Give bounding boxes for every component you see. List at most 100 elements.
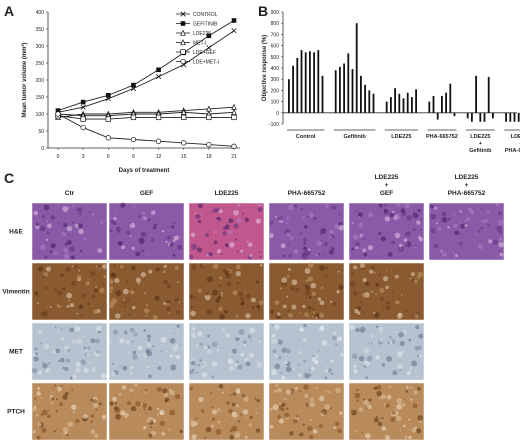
tissue-texture bbox=[156, 386, 162, 392]
tissue-texture bbox=[83, 237, 87, 241]
tissue-texture bbox=[112, 329, 119, 335]
tissue-texture bbox=[233, 362, 239, 368]
tissue-texture bbox=[363, 361, 370, 367]
tissue-texture bbox=[291, 279, 298, 286]
tissue-texture bbox=[269, 220, 275, 226]
tissue-texture bbox=[498, 219, 504, 226]
tissue-texture bbox=[473, 239, 475, 241]
tissue-texture bbox=[190, 232, 196, 238]
tissue-texture bbox=[142, 402, 148, 408]
group-label: Control bbox=[296, 134, 316, 140]
tissue-texture bbox=[286, 295, 289, 298]
tissue-texture bbox=[71, 265, 74, 268]
tissue-texture bbox=[312, 429, 318, 434]
tissue-texture bbox=[245, 416, 247, 419]
tissue-texture bbox=[204, 294, 211, 301]
tissue-texture bbox=[392, 370, 398, 376]
tissue-texture bbox=[394, 274, 399, 279]
tissue-texture bbox=[314, 354, 319, 359]
tissue-texture bbox=[135, 277, 141, 283]
tissue-texture bbox=[288, 254, 292, 258]
tissue-texture bbox=[245, 361, 251, 367]
data-point bbox=[105, 116, 111, 122]
tissue-texture bbox=[258, 340, 261, 343]
bar bbox=[406, 92, 409, 113]
tissue-texture bbox=[176, 310, 181, 315]
tissue-texture bbox=[176, 324, 180, 328]
tissue-texture bbox=[410, 386, 413, 389]
tissue-texture bbox=[329, 236, 331, 238]
tissue-texture bbox=[441, 216, 448, 223]
tissue-texture bbox=[102, 281, 104, 284]
tissue-texture bbox=[110, 340, 113, 343]
tissue-texture bbox=[75, 361, 82, 368]
tissue-texture bbox=[128, 313, 131, 316]
tissue-texture bbox=[235, 336, 240, 342]
tissue-texture bbox=[193, 325, 195, 327]
tissue-texture bbox=[109, 229, 113, 233]
tissue-texture bbox=[401, 350, 405, 354]
column-header: PHA-665752 bbox=[448, 190, 486, 197]
tissue-texture bbox=[99, 287, 105, 293]
bar bbox=[449, 83, 452, 113]
tissue-texture bbox=[492, 239, 498, 245]
tissue-texture bbox=[215, 217, 218, 220]
tissue-texture bbox=[328, 249, 334, 255]
tissue-texture bbox=[172, 253, 176, 257]
tissue-texture bbox=[388, 385, 392, 389]
tissue-texture bbox=[256, 304, 261, 309]
bar bbox=[300, 50, 303, 113]
tissue-texture bbox=[404, 436, 408, 439]
tissue-texture bbox=[402, 329, 407, 335]
group-label: LDE225 bbox=[470, 134, 490, 140]
tissue-texture bbox=[43, 343, 50, 350]
tissue-texture bbox=[174, 355, 177, 358]
data-point bbox=[130, 114, 137, 121]
tissue-texture bbox=[247, 334, 252, 339]
tissue-texture bbox=[207, 432, 209, 434]
tissue-texture bbox=[329, 407, 332, 410]
tissue-texture bbox=[218, 209, 223, 214]
tissue-texture bbox=[169, 389, 175, 396]
tissue-texture bbox=[122, 365, 128, 371]
tissue-texture bbox=[235, 238, 238, 241]
tissue-texture bbox=[496, 225, 503, 232]
tissue-texture bbox=[146, 417, 152, 423]
tissue-texture bbox=[303, 384, 309, 390]
tissue-texture bbox=[205, 232, 210, 238]
y-tick-label: 700 bbox=[271, 32, 280, 38]
tissue-texture bbox=[325, 204, 329, 209]
tissue-texture bbox=[54, 288, 58, 292]
tissue-texture bbox=[275, 215, 278, 218]
tissue-texture bbox=[305, 285, 310, 290]
tissue-texture bbox=[408, 418, 411, 421]
tissue-texture bbox=[242, 212, 244, 215]
tissue-texture bbox=[487, 223, 490, 226]
tissue-texture bbox=[278, 338, 281, 341]
tissue-texture bbox=[406, 370, 412, 376]
tissue-texture bbox=[315, 317, 318, 319]
tissue-texture bbox=[293, 291, 295, 294]
panel-label-c: C bbox=[4, 170, 14, 186]
tissue-texture bbox=[335, 343, 338, 346]
tissue-texture bbox=[418, 354, 422, 358]
tissue-texture bbox=[140, 272, 146, 278]
tissue-texture bbox=[135, 251, 141, 257]
bar bbox=[296, 57, 299, 113]
tissue-texture bbox=[78, 210, 84, 216]
tissue-texture bbox=[53, 251, 58, 256]
tissue-texture bbox=[359, 263, 366, 269]
tissue-texture bbox=[231, 425, 238, 432]
bar bbox=[415, 89, 417, 113]
y-tick-label: 200 bbox=[36, 78, 45, 84]
tissue-texture bbox=[101, 231, 103, 233]
tissue-texture bbox=[389, 212, 395, 218]
bar bbox=[432, 96, 435, 113]
bar bbox=[343, 63, 345, 113]
column-header: LDE225 bbox=[455, 174, 479, 181]
tissue-texture bbox=[166, 235, 171, 240]
y-tick-label: 250 bbox=[36, 61, 45, 67]
tissue-texture bbox=[299, 327, 305, 332]
tissue-texture bbox=[112, 362, 115, 366]
tissue-texture bbox=[152, 226, 157, 230]
